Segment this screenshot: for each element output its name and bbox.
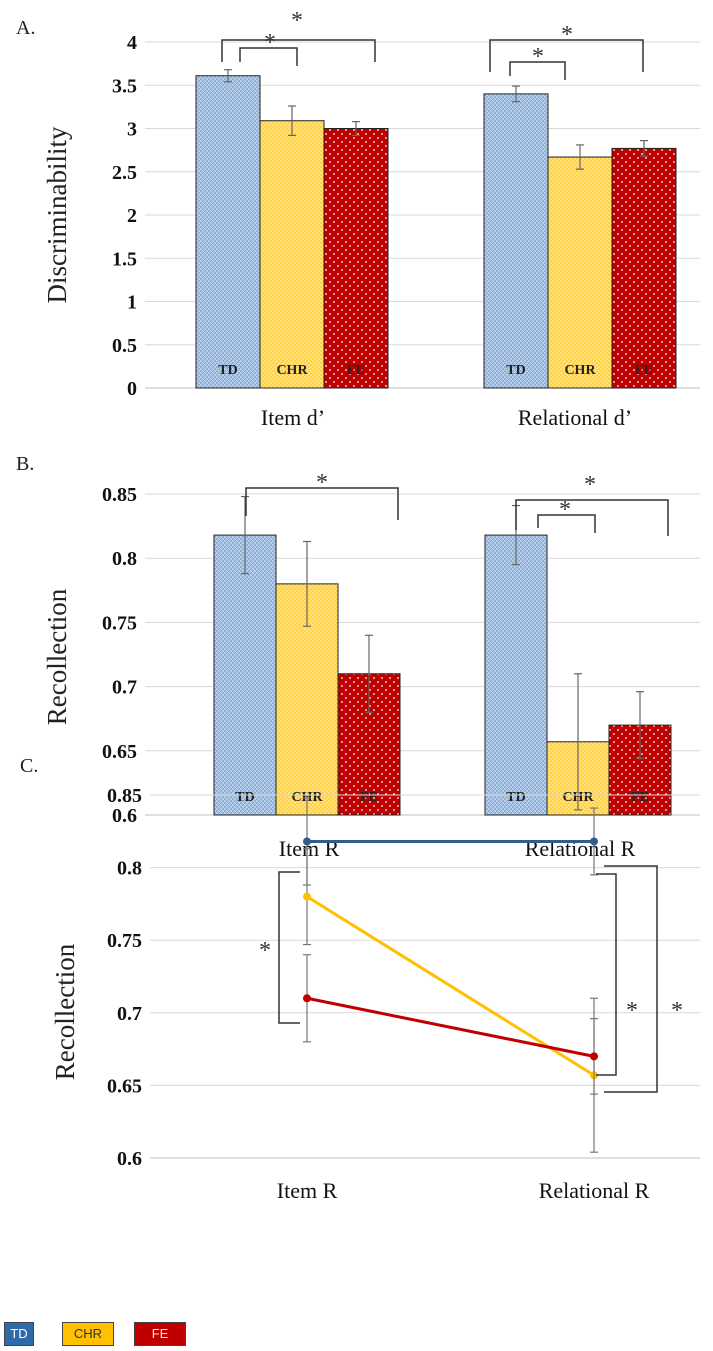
significance-star: *	[626, 998, 638, 1024]
bar-td	[484, 534, 548, 816]
bar-inner-label: TD	[218, 363, 237, 378]
panel-a-significance: * * * *	[221, 8, 644, 80]
series-line-fe	[306, 996, 595, 1058]
significance-star: *	[259, 938, 271, 964]
y-tick-label: 0.6	[112, 805, 137, 827]
y-tick-label: 0.65	[102, 741, 137, 763]
bar-fe	[323, 128, 389, 389]
y-tick-label: 3.5	[112, 75, 137, 97]
y-tick-label: 3	[127, 119, 137, 141]
panel-c-ylabel: Recollection	[50, 943, 80, 1080]
data-point-td	[590, 837, 598, 846]
x-category-label: Relational R	[539, 1178, 650, 1203]
y-tick-label: 0.5	[112, 335, 137, 357]
bar-chr	[259, 120, 325, 389]
x-category-label: Item R	[277, 1178, 338, 1203]
significance-star: *	[532, 44, 544, 70]
legend-chr: CHR	[62, 1322, 114, 1346]
bar-inner-label: TD	[506, 363, 525, 378]
panel-c-label: C.	[20, 755, 38, 777]
y-tick-label: 1	[127, 292, 137, 314]
x-category-label: Item d’	[261, 405, 325, 430]
panel-a-label: A.	[16, 17, 35, 39]
panel-c-plot: 0.6 0.65 0.7 0.75 0.8 0.85 Item R Relational R	[107, 785, 700, 1203]
x-category-label: Relational d’	[518, 405, 632, 430]
bar-inner-label: FE	[360, 790, 378, 805]
data-point-chr	[303, 892, 311, 901]
bar-chr	[547, 156, 613, 389]
significance-star: *	[291, 8, 303, 34]
bar-td	[483, 93, 549, 389]
y-tick-label: 4	[127, 32, 137, 54]
legend-fe: FE	[134, 1322, 186, 1346]
x-category-label: Relational R	[525, 836, 636, 861]
bar-fe	[611, 147, 677, 389]
significance-star: *	[559, 497, 571, 523]
y-tick-label: 0.85	[102, 484, 137, 506]
bar-inner-label: TD	[506, 790, 525, 805]
bar-inner-label: FE	[347, 363, 365, 378]
y-tick-label: 0.75	[102, 612, 137, 634]
y-tick-label: 0.8	[117, 858, 142, 880]
y-tick-label: 0.6	[117, 1148, 142, 1170]
panel-c-significance: * * *	[259, 865, 683, 1093]
bar-inner-label: CHR	[276, 363, 308, 378]
y-tick-label: 0.75	[107, 930, 142, 952]
panel-a-ylabel: Discriminability	[42, 126, 72, 303]
bar-inner-label: CHR	[564, 363, 596, 378]
bar-td	[213, 534, 277, 816]
y-tick-label: 0.8	[112, 548, 137, 570]
panel-b-significance: * * *	[245, 470, 669, 536]
significance-star: *	[584, 472, 596, 498]
significance-star: *	[671, 998, 683, 1024]
significance-star: *	[561, 22, 573, 48]
data-point-fe	[303, 994, 311, 1003]
y-tick-label: 2.5	[112, 162, 137, 184]
y-tick-label: 0	[127, 378, 137, 400]
data-point-fe	[590, 1052, 598, 1061]
data-point-td	[303, 837, 311, 846]
significance-star: *	[316, 470, 328, 496]
panel-b-ylabel: Recollection	[42, 588, 72, 725]
bar-inner-label: FE	[631, 790, 649, 805]
panel-b-label: B.	[16, 453, 34, 475]
bar-inner-label: CHR	[562, 790, 594, 805]
y-tick-label: 0.7	[117, 1003, 142, 1025]
y-tick-label: 0.7	[112, 677, 137, 699]
significance-star: *	[264, 30, 276, 56]
y-tick-label: 0.85	[107, 785, 142, 807]
y-tick-label: 0.65	[107, 1075, 142, 1097]
bar-td	[195, 75, 261, 389]
legend-td: TD	[4, 1322, 34, 1346]
y-tick-label: 2	[127, 205, 137, 227]
figure: A. Discriminability B. Recollection C. R…	[16, 8, 700, 1203]
bar-inner-label: FE	[635, 363, 653, 378]
y-tick-label: 1.5	[112, 248, 137, 270]
bar-inner-label: TD	[235, 790, 254, 805]
panel-a-plot: 0 0.5 1 1.5 2 2.5 3 3.5 4 Item d’ Relational d’ TD C…	[112, 32, 700, 430]
